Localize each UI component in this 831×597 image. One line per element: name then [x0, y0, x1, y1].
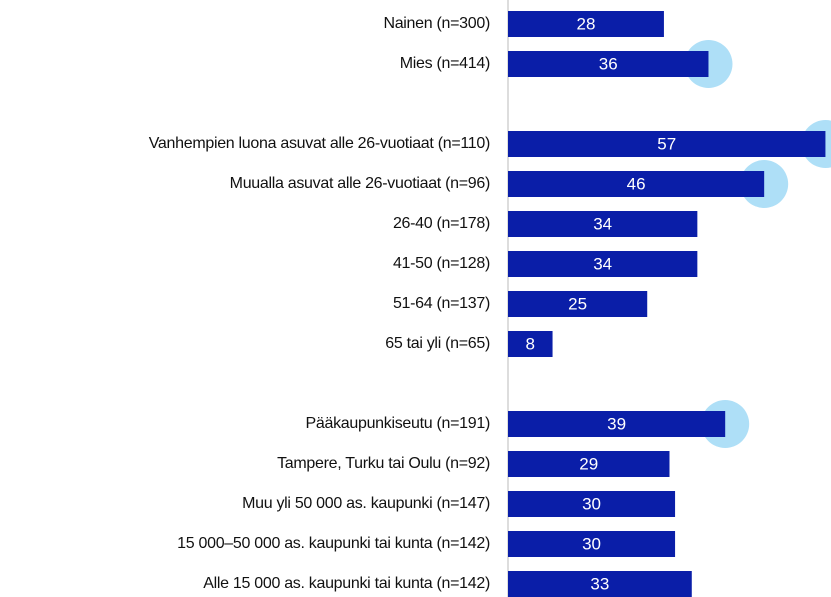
bar	[508, 11, 664, 37]
category-label: Muualla asuvat alle 26-vuotiaat (n=96)	[230, 175, 490, 192]
category-label: Vanhempien luona asuvat alle 26-vuotiaat…	[149, 135, 490, 152]
value-label: 36	[599, 54, 618, 73]
value-label: 30	[582, 494, 601, 513]
category-label: 15 000–50 000 as. kaupunki tai kunta (n=…	[177, 535, 490, 552]
category-label: Tampere, Turku tai Oulu (n=92)	[277, 455, 490, 472]
value-label: 33	[590, 574, 609, 593]
category-label: 41-50 (n=128)	[393, 255, 490, 272]
category-label: Mies (n=414)	[400, 55, 490, 72]
value-label: 28	[577, 14, 596, 33]
category-label: 51-64 (n=137)	[393, 295, 490, 312]
bar	[508, 571, 692, 597]
category-label: Nainen (n=300)	[383, 15, 490, 32]
bar	[508, 451, 670, 477]
bar	[508, 251, 698, 277]
value-label: 29	[579, 454, 598, 473]
bar	[508, 51, 709, 77]
bar	[508, 291, 648, 317]
bar	[508, 211, 698, 237]
value-label: 46	[627, 174, 646, 193]
category-label: Alle 15 000 as. kaupunki tai kunta (n=14…	[203, 575, 490, 592]
bar	[508, 531, 676, 557]
value-label: 8	[526, 334, 535, 353]
value-label: 34	[593, 214, 612, 233]
value-label: 39	[607, 414, 626, 433]
category-label: Pääkaupunkiseutu (n=191)	[306, 415, 491, 432]
value-label: 25	[568, 294, 587, 313]
bar	[508, 171, 765, 197]
value-label: 57	[657, 134, 676, 153]
bar	[508, 131, 826, 157]
value-label: 34	[593, 254, 612, 273]
value-label: 30	[582, 534, 601, 553]
category-label: Muu yli 50 000 as. kaupunki (n=147)	[242, 495, 490, 512]
category-label: 26-40 (n=178)	[393, 215, 490, 232]
bar	[508, 411, 726, 437]
bar	[508, 491, 676, 517]
category-label: 65 tai yli (n=65)	[385, 335, 490, 352]
bar	[508, 331, 553, 357]
